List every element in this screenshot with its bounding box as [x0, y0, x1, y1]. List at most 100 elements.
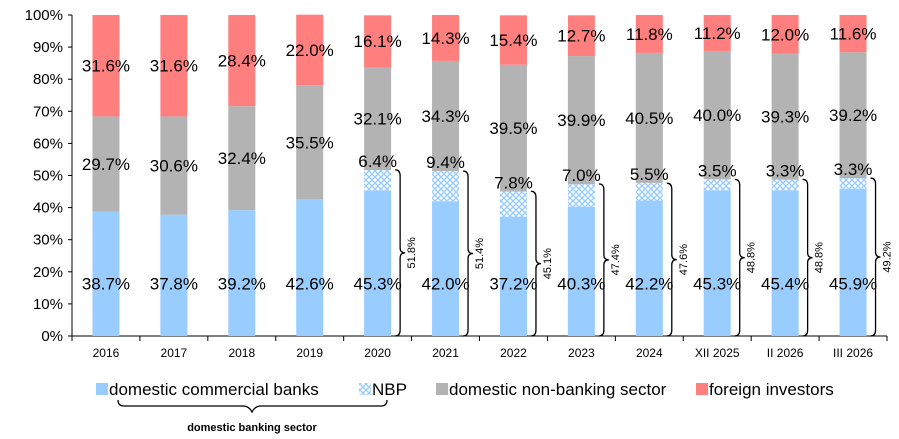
data-label: 45.4%	[761, 274, 809, 293]
data-label: 37.2%	[489, 274, 537, 293]
data-label: 3.5%	[698, 161, 737, 180]
data-label: 11.8%	[626, 25, 673, 44]
data-label: 6.4%	[358, 152, 397, 171]
data-label: 38.7%	[82, 274, 130, 293]
bar-segment	[499, 64, 527, 192]
data-label: 42.0%	[421, 274, 469, 293]
legend-swatch	[436, 383, 448, 395]
bar-segment	[771, 53, 799, 180]
x-tick-label: II 2026	[767, 346, 804, 360]
x-tick-label: 2016	[93, 346, 120, 360]
bar-segment	[228, 15, 256, 107]
bar-segment	[499, 216, 527, 336]
bar-segment	[160, 116, 188, 215]
data-label: 22.0%	[286, 41, 334, 60]
data-label: 12.7%	[557, 27, 605, 46]
bracket	[802, 178, 813, 337]
data-label: 30.6%	[150, 157, 198, 176]
plot-area: 0% 10% 20% 30% 40% 50% 60% 70% 80% 90% 100% 2016 201…	[25, 7, 894, 360]
data-label: 32.1%	[354, 110, 402, 129]
x-tick-label: 2020	[364, 346, 391, 360]
data-label: 45.3%	[354, 274, 402, 293]
bar-segment	[296, 14, 324, 86]
data-label: 15.4%	[489, 31, 537, 50]
bar-segment	[364, 15, 392, 68]
data-label: 3.3%	[766, 162, 805, 181]
bracket-label: 47.6%	[678, 244, 690, 275]
data-label: 31.6%	[82, 57, 130, 76]
data-label: 45.3%	[693, 274, 741, 293]
data-label: 39.2%	[829, 106, 877, 125]
bar-segment	[771, 179, 799, 191]
x-tick-label: 2023	[568, 346, 595, 360]
data-label: 31.6%	[150, 57, 198, 76]
data-label: 39.3%	[761, 108, 809, 127]
x-tick-label: 2024	[636, 346, 663, 360]
legend-group-label: domestic banking sector	[187, 422, 317, 434]
legend-swatch	[696, 383, 708, 395]
data-label: 28.4%	[218, 52, 266, 71]
bar-segment	[567, 15, 595, 57]
bar-segment	[499, 191, 527, 217]
y-tick-label: 80%	[33, 71, 63, 88]
bracket-label: 47.4%	[610, 244, 622, 275]
data-label: 35.5%	[286, 133, 334, 152]
legend-label: NBP	[372, 380, 407, 399]
legend-label: domestic commercial banks	[109, 380, 319, 399]
data-label: 40.3%	[557, 274, 605, 293]
x-tick-label: 2017	[161, 346, 188, 360]
legend-swatch	[96, 383, 108, 395]
bracket	[734, 178, 745, 337]
bar-segment	[296, 85, 324, 200]
bar-segment	[228, 106, 256, 211]
x-tick-label: 2018	[228, 346, 255, 360]
bracket	[462, 170, 474, 337]
y-tick-label: 40%	[33, 200, 63, 217]
data-label: 32.4%	[218, 149, 266, 168]
bracket	[530, 190, 541, 337]
bar-segment	[839, 188, 867, 336]
bracket-label: 49.2%	[882, 241, 894, 272]
bar-segment	[839, 15, 867, 53]
bar-segment	[499, 15, 527, 65]
bracket-label: 51.8%	[406, 237, 418, 268]
legend-swatch	[359, 383, 371, 395]
y-tick-label: 50%	[33, 168, 63, 185]
bar-segment	[567, 184, 595, 207]
data-label: 42.6%	[286, 274, 334, 293]
data-label: 39.5%	[489, 119, 537, 138]
bracket	[666, 182, 677, 337]
bar-segment	[839, 52, 867, 179]
bar-segment	[432, 15, 460, 61]
data-label: 14.3%	[421, 29, 469, 48]
legend-label: foreign investors	[709, 380, 834, 399]
x-tick-label: 2019	[296, 346, 323, 360]
legend-group-bracket	[117, 399, 388, 414]
data-label: 37.8%	[150, 274, 198, 293]
bracket-label: 45.1%	[542, 248, 554, 279]
bar-segment	[635, 52, 663, 183]
bar-segment	[364, 190, 392, 336]
bar-segment	[703, 179, 731, 191]
bar-segment	[432, 60, 460, 172]
y-tick-label: 60%	[33, 135, 63, 152]
bar-segment	[432, 201, 460, 336]
y-tick-label: 10%	[33, 296, 63, 313]
data-label: 3.3%	[834, 160, 873, 179]
data-label: 39.2%	[218, 274, 266, 293]
bar-segment	[92, 116, 120, 212]
legend-label: domestic non-banking sector	[449, 380, 667, 399]
data-label: 42.2%	[625, 274, 673, 293]
bracket	[395, 169, 406, 337]
data-label: 7.0%	[562, 166, 601, 185]
y-tick-label: 30%	[33, 232, 63, 249]
legend: domestic commercial banks NBP domestic non…	[96, 380, 834, 434]
data-label: 40.0%	[693, 106, 741, 125]
bracket-label: 48.8%	[814, 242, 826, 273]
bar-segment	[228, 210, 256, 336]
bar-segment	[567, 56, 595, 185]
bar-segment	[635, 15, 663, 53]
y-tick-label: 20%	[33, 264, 63, 281]
data-label: 29.7%	[82, 155, 130, 174]
